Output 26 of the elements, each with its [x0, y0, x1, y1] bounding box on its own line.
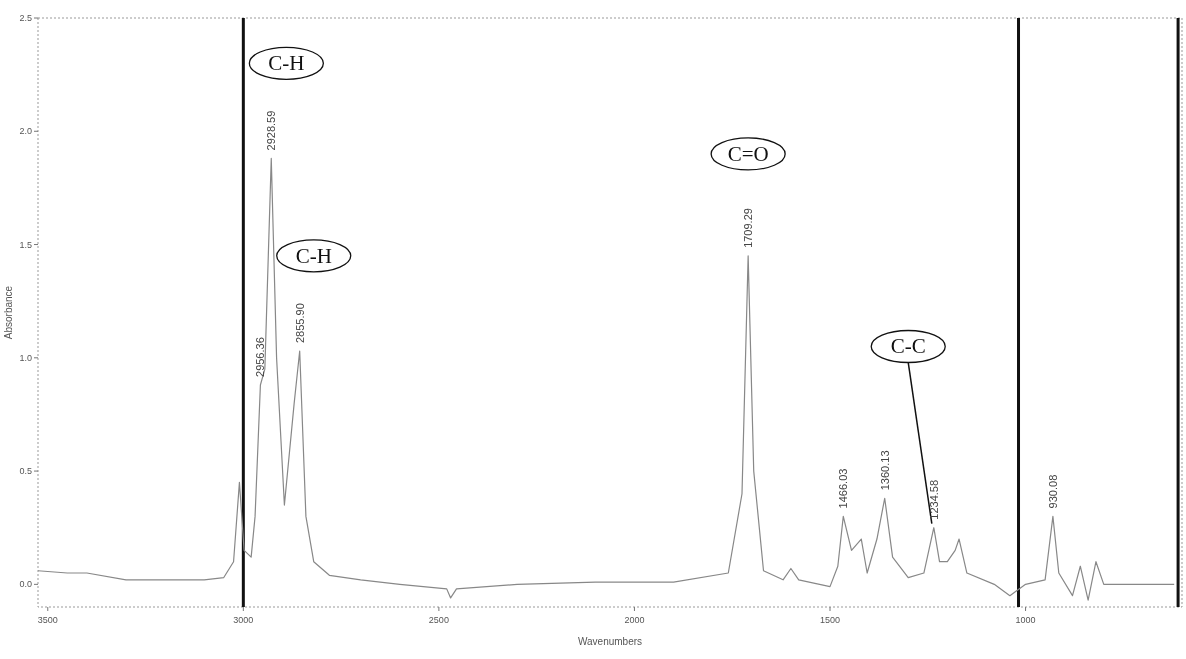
- annotation: 2956.36: [254, 337, 267, 377]
- x-tick-label: 1500: [819, 615, 841, 625]
- y-tick-label: 1.0: [19, 352, 32, 363]
- annotation: 1234.58: [927, 479, 940, 520]
- annotation: C-H: [268, 51, 305, 76]
- annotation: 1709.29: [742, 208, 755, 248]
- y-tick-label: 1.5: [19, 239, 32, 250]
- annotation: C=O: [727, 141, 769, 166]
- x-axis-title: Wavenumbers: [577, 636, 643, 647]
- x-tick-label: 3000: [233, 615, 254, 625]
- x-tick-label: 2000: [624, 615, 645, 625]
- y-tick-label: 2.0: [19, 126, 32, 137]
- y-axis-title: Absorbance: [3, 285, 14, 340]
- y-tick-label: 2.5: [19, 13, 32, 23]
- x-tick-label: 3500: [37, 615, 58, 625]
- annotation: C-H: [295, 243, 332, 268]
- annotation: 930.08: [1046, 474, 1059, 509]
- annotation: C-C: [890, 334, 926, 359]
- annotation: 2928.59: [265, 110, 278, 151]
- annotation: 2855.90: [293, 303, 306, 344]
- x-tick-label: 2500: [428, 615, 449, 625]
- y-tick-label: 0.0: [19, 579, 32, 590]
- annotation: 1360.13: [878, 450, 891, 491]
- x-tick-label: 1000: [1015, 615, 1036, 625]
- annotation: 1466.03: [837, 468, 850, 509]
- y-tick-label: 0.5: [19, 466, 32, 477]
